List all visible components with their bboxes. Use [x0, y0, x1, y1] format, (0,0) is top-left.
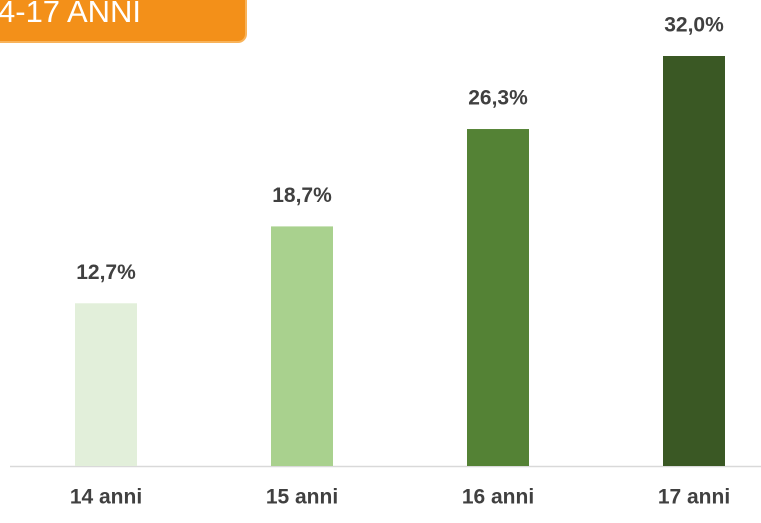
x-tick-label: 16 anni	[462, 486, 534, 509]
bar	[467, 129, 529, 466]
value-label: 26,3%	[468, 87, 528, 110]
chart-title: 4-17 ANNI	[0, 0, 141, 29]
bar	[663, 56, 725, 466]
x-tick-label: 17 anni	[658, 486, 730, 509]
x-tick-label: 15 anni	[266, 486, 338, 509]
bar	[75, 303, 137, 466]
x-tick-label: 14 anni	[70, 486, 142, 509]
value-label: 32,0%	[664, 14, 724, 37]
value-label: 12,7%	[76, 261, 136, 284]
bar	[271, 226, 333, 466]
value-label: 18,7%	[272, 184, 332, 207]
title-box	[0, 0, 247, 43]
